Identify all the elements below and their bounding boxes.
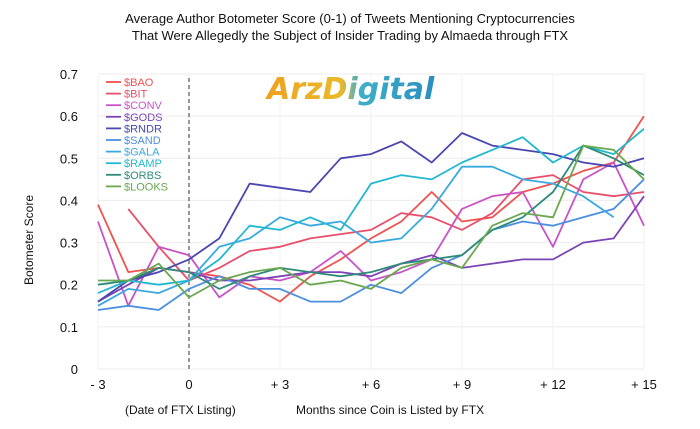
grid — [97, 73, 645, 370]
legend-entry: $GODS — [124, 112, 163, 124]
x-tick-label: + 9 — [453, 377, 471, 392]
y-tick-label: 0.7 — [60, 67, 78, 82]
chart-title: Average Author Botometer Score (0-1) of … — [0, 10, 700, 44]
series-line-rndr — [97, 132, 645, 303]
y-tick-label: 0.4 — [60, 193, 78, 208]
series-line-conv — [97, 161, 645, 307]
x-axis-ticks: - 3 0 + 3 + 6 + 9 + 12 + 15 — [90, 377, 656, 392]
y-axis-label: Botometer Score — [22, 195, 36, 285]
series-lines — [97, 115, 645, 311]
listing-date-label: (Date of FTX Listing) — [125, 403, 236, 417]
legend-entry: $GALA — [124, 147, 160, 159]
watermark-logo: ArzDigital — [265, 72, 435, 107]
chart-title-line-2: That Were Allegedly the Subject of Insid… — [131, 28, 569, 43]
y-tick-label: 0.2 — [60, 278, 78, 293]
series-line-orbs — [97, 144, 645, 290]
series-line-gala — [97, 165, 615, 307]
x-tick-label: + 6 — [362, 377, 380, 392]
x-axis-label: Months since Coin is Listed by FTX — [296, 403, 484, 417]
x-tick-label: + 3 — [271, 377, 289, 392]
y-tick-label: 0.3 — [60, 236, 78, 251]
y-tick-label: 0.1 — [60, 320, 78, 335]
x-tick-label: + 15 — [631, 377, 657, 392]
legend-entry: $CONV — [124, 100, 163, 112]
x-tick-label: 0 — [185, 377, 192, 392]
series-line-looks — [98, 144, 645, 299]
legend-entry: $BAO — [124, 77, 154, 89]
y-axis-ticks: 0 0.1 0.2 0.3 0.4 0.5 0.6 0.7 — [60, 67, 78, 377]
legend-entry: $ORBS — [124, 170, 161, 182]
series-line-sand — [97, 178, 645, 311]
legend: $BAO$BIT$CONV$GODS$RNDR$SAND$GALA$RAMP$O… — [106, 77, 168, 193]
y-tick-label: 0.5 — [60, 151, 78, 166]
legend-entry: $BIT — [124, 89, 148, 101]
legend-entry: $RAMP — [124, 158, 162, 170]
series-line-ramp — [97, 128, 645, 294]
chart-title-line-1: Average Author Botometer Score (0-1) of … — [125, 11, 575, 26]
y-tick-label: 0 — [71, 362, 78, 377]
x-tick-label: + 12 — [540, 377, 566, 392]
y-tick-label: 0.6 — [60, 109, 78, 124]
legend-entry: $LOOKS — [124, 181, 168, 193]
legend-entry: $RNDR — [124, 123, 162, 135]
legend-entry: $SAND — [124, 135, 161, 147]
x-tick-label: - 3 — [90, 377, 105, 392]
series-line-bit — [127, 174, 645, 282]
